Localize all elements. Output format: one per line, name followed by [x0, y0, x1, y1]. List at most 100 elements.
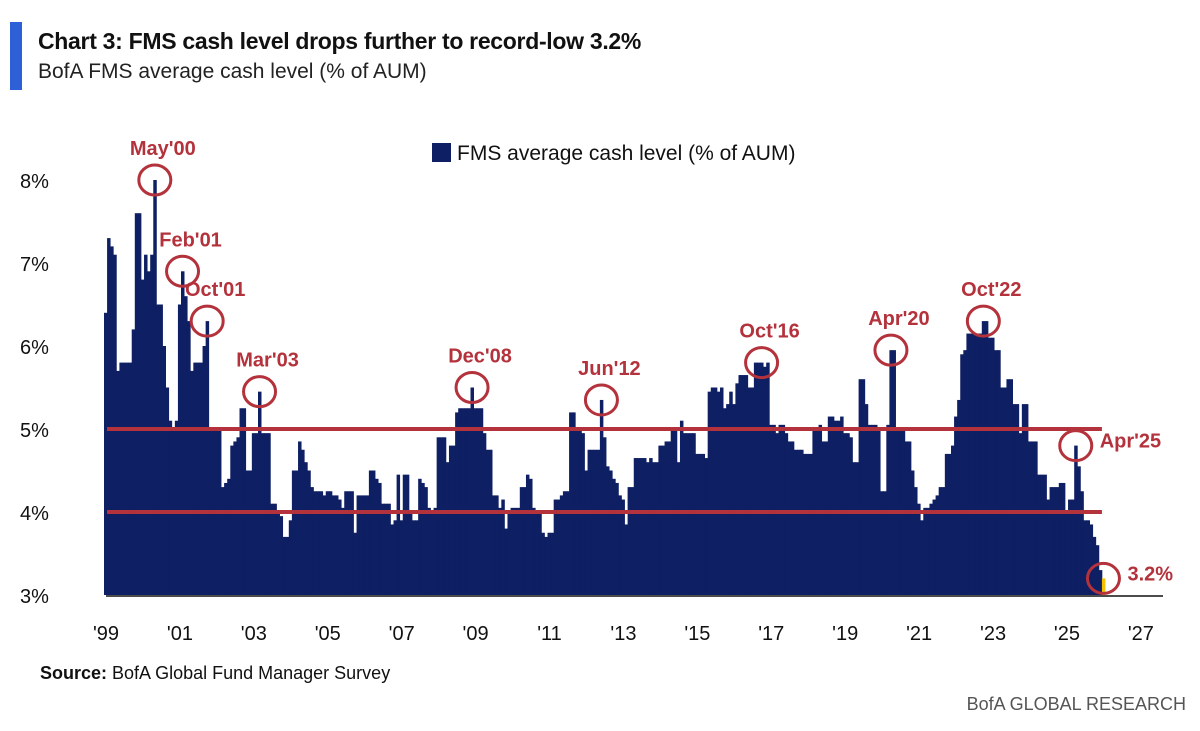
- bar: [914, 487, 918, 595]
- bar: [852, 462, 856, 595]
- bar: [433, 507, 438, 595]
- bar: [356, 495, 361, 595]
- bar: [821, 441, 826, 595]
- bar: [254, 433, 259, 595]
- chart-subtitle: BofA FMS average cash level (% of AUM): [38, 60, 427, 83]
- bar: [165, 387, 170, 595]
- y-tick-label: 8%: [20, 171, 49, 193]
- highlight-circle: [965, 304, 1001, 338]
- bar: [510, 507, 515, 595]
- bar: [978, 333, 983, 595]
- bar: [723, 408, 727, 595]
- source-note: Source: BofA Global Fund Manager Survey: [40, 663, 390, 684]
- bar: [1040, 474, 1044, 595]
- bar: [547, 532, 551, 595]
- bar: [140, 279, 145, 595]
- bar: [954, 416, 958, 595]
- bar: [639, 458, 644, 595]
- annotation-label: Dec'08: [448, 346, 512, 368]
- bar: [562, 491, 567, 595]
- bar: [753, 362, 758, 595]
- bar: [177, 304, 182, 595]
- bar: [867, 424, 872, 595]
- bar: [957, 399, 961, 595]
- bar: [193, 362, 197, 595]
- bar: [1089, 524, 1094, 595]
- bar: [338, 499, 342, 595]
- bar: [1015, 404, 1020, 595]
- bar: [375, 478, 379, 595]
- bar: [415, 520, 419, 595]
- bar: [427, 507, 431, 595]
- bar: [424, 487, 428, 595]
- bar: [987, 337, 992, 595]
- bar: [476, 408, 481, 595]
- bar: [994, 350, 998, 595]
- bar: [184, 296, 188, 595]
- bar: [273, 503, 277, 595]
- bar: [455, 412, 459, 595]
- bar: [661, 445, 665, 595]
- bar: [713, 387, 718, 595]
- bar: [270, 503, 274, 595]
- bar: [110, 246, 114, 595]
- bar: [467, 408, 471, 595]
- bar: [833, 420, 838, 595]
- bar: [732, 404, 736, 595]
- bar: [584, 470, 588, 595]
- bar: [704, 458, 709, 595]
- bar: [458, 408, 462, 595]
- bar: [747, 387, 752, 595]
- annotation: Feb'01: [159, 229, 222, 288]
- highlight-circle: [189, 304, 225, 338]
- bar: [125, 362, 130, 595]
- bar: [335, 495, 339, 595]
- bar: [683, 433, 687, 595]
- bar: [975, 333, 980, 595]
- bar: [652, 462, 656, 595]
- bar: [929, 503, 933, 595]
- bar: [1068, 499, 1072, 595]
- bar: [168, 420, 173, 595]
- bar: [966, 333, 970, 595]
- bar: [261, 433, 265, 595]
- x-tick-label: '07: [389, 623, 415, 645]
- bar: [991, 337, 995, 595]
- bar: [793, 449, 798, 595]
- highlight-circle: [873, 333, 909, 367]
- bar: [298, 441, 302, 595]
- bar: [809, 453, 813, 595]
- x-tick-label: '09: [463, 623, 489, 645]
- bar: [843, 433, 847, 595]
- bar: [147, 271, 151, 595]
- annotation: Apr'25: [1058, 429, 1161, 463]
- bar: [236, 437, 240, 595]
- bar: [686, 433, 690, 595]
- bar: [609, 470, 613, 595]
- bar: [134, 213, 139, 595]
- bar: [1003, 387, 1007, 595]
- bar: [387, 503, 391, 595]
- bar: [590, 449, 595, 595]
- annotation-label: Apr'25: [1100, 431, 1161, 453]
- bar: [960, 354, 964, 595]
- bar: [202, 346, 207, 595]
- bar: [341, 507, 345, 595]
- bar: [818, 424, 823, 595]
- bar: [618, 495, 622, 595]
- bar: [319, 491, 324, 595]
- x-tick-label: '27: [1128, 623, 1154, 645]
- bar: [806, 453, 810, 595]
- annotation-label: 3.2%: [1127, 563, 1173, 585]
- y-tick-label: 3%: [20, 586, 49, 608]
- bar: [837, 420, 841, 595]
- x-tick-label: '05: [315, 623, 341, 645]
- bar: [310, 487, 314, 595]
- bar: [131, 329, 136, 595]
- bar: [695, 453, 699, 595]
- annotation-label: Oct'01: [185, 279, 245, 301]
- bar: [630, 487, 635, 595]
- bar: [984, 321, 989, 595]
- bar: [729, 391, 733, 595]
